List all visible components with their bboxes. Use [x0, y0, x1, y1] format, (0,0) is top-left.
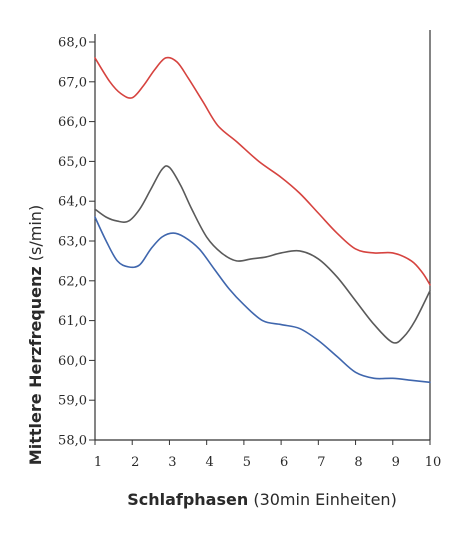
ticks: 58,0 59,0 60,0 61,0 62,0 63,0 64,0 65,0 66,0 67,0…	[58, 36, 441, 471]
y-axis-label-main: Mittlere Herzfrequenz	[26, 266, 45, 465]
y-tick-label: 63,0	[58, 235, 87, 250]
x-axis-label-main: Schlafphasen	[127, 490, 248, 509]
series-group	[94, 56, 431, 384]
y-axis-label-unit: (s/min)	[26, 205, 45, 266]
axis-labels: Schlafphasen (30min Einheiten) Mittlere …	[26, 205, 397, 509]
series-line-blue	[94, 216, 431, 384]
y-tick-label: 58,0	[58, 434, 87, 449]
y-tick-label: 68,0	[58, 36, 87, 51]
x-axis-label-unit: (30min Einheiten)	[248, 490, 397, 509]
x-tick-label: 8	[354, 455, 362, 470]
y-tick-label: 62,0	[58, 274, 87, 289]
y-tick-label: 64,0	[58, 195, 87, 210]
x-tick-label: 9	[392, 455, 400, 470]
x-tick-label: 10	[425, 455, 442, 470]
axes	[94, 30, 431, 441]
y-tick-label: 67,0	[58, 75, 87, 90]
x-tick-label: 1	[94, 455, 102, 470]
y-tick-label: 66,0	[58, 115, 87, 130]
x-tick-label: 3	[168, 455, 176, 470]
x-tick-label: 6	[280, 455, 288, 470]
y-tick-label: 65,0	[58, 155, 87, 170]
y-axis-label: Mittlere Herzfrequenz (s/min)	[26, 205, 45, 465]
x-tick-label: 5	[243, 455, 251, 470]
series-line-gray	[94, 165, 431, 344]
x-tick-label: 7	[317, 455, 325, 470]
series-line-red	[94, 56, 431, 286]
x-axis-label: Schlafphasen (30min Einheiten)	[127, 490, 397, 509]
x-tick-label: 4	[206, 455, 214, 470]
x-tick-label: 2	[131, 455, 139, 470]
y-tick-label: 59,0	[58, 394, 87, 409]
y-tick-label: 60,0	[58, 354, 87, 369]
y-tick-label: 61,0	[58, 314, 87, 329]
